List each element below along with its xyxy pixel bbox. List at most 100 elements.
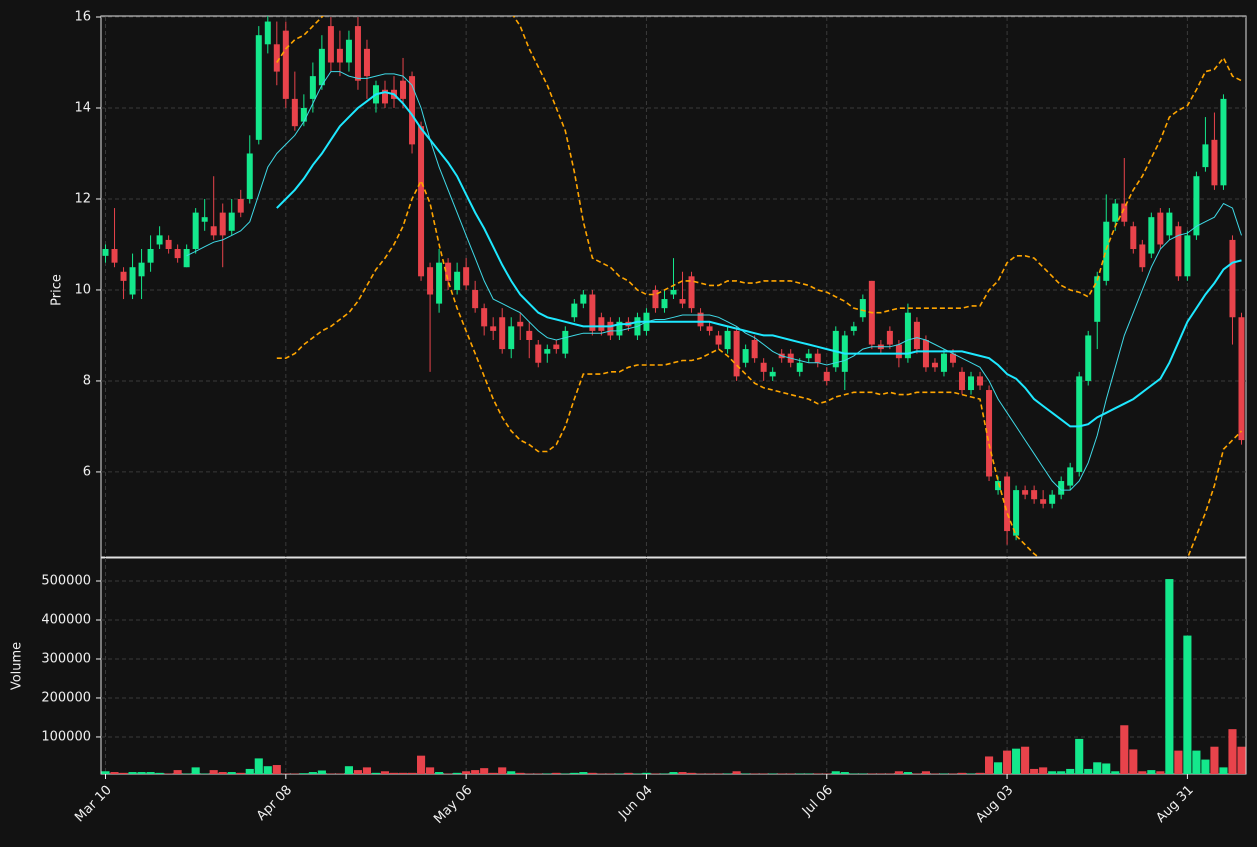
candle-body	[129, 267, 136, 295]
volume-bar	[308, 772, 317, 774]
volume-bar	[471, 770, 480, 774]
candle-body	[138, 262, 145, 277]
volume-bar	[353, 770, 363, 774]
y-axis-label: Price	[50, 274, 65, 306]
volume-bar	[245, 768, 254, 774]
volume-bar	[462, 771, 471, 774]
volume-bar	[984, 756, 994, 774]
candle-body	[931, 362, 938, 368]
volume-bar	[1183, 635, 1192, 774]
volume-bar	[407, 772, 417, 774]
moving-average-line	[186, 71, 1242, 491]
candle-body	[318, 48, 325, 86]
candle-body	[111, 249, 118, 263]
volume-bar	[1111, 771, 1120, 774]
volume-bar	[101, 771, 110, 774]
volume-bar	[579, 772, 588, 774]
volume-bar	[155, 772, 164, 774]
volume-bar	[426, 767, 435, 774]
candle-body	[1076, 376, 1083, 472]
volume-bar	[272, 765, 281, 774]
candle-body	[1202, 144, 1209, 168]
candle-body	[724, 330, 731, 350]
candle-body	[300, 107, 307, 122]
candle-body	[499, 317, 506, 350]
candle-body	[1121, 203, 1128, 222]
candle-body	[679, 299, 686, 304]
candle-body	[1220, 98, 1227, 186]
candle-body	[959, 371, 966, 391]
candle-body	[400, 80, 407, 99]
candle-body	[751, 339, 758, 359]
candle-body	[472, 289, 479, 309]
candle-body	[580, 294, 587, 304]
candle-body	[282, 30, 289, 99]
candle-body	[1175, 226, 1182, 277]
volume-bar	[894, 771, 903, 774]
volume-bar	[687, 772, 696, 774]
candle-body	[454, 271, 461, 290]
volume-bar	[344, 766, 353, 774]
candle-body	[913, 321, 920, 350]
candle-body	[354, 26, 361, 81]
volume-bar	[137, 772, 146, 774]
volume-bar	[317, 770, 326, 774]
candle-body	[760, 362, 767, 372]
y-tick-label: 100000	[41, 729, 91, 744]
volume-bar	[588, 772, 597, 774]
candle-body	[436, 262, 443, 304]
candle-body	[120, 271, 127, 281]
volume-bar	[146, 772, 155, 774]
band-line	[276, 178, 1243, 557]
volume-bar	[1093, 762, 1102, 774]
candle-body	[616, 321, 623, 336]
candle-body	[1067, 467, 1074, 486]
candle-body	[661, 299, 668, 309]
candle-body	[246, 153, 253, 199]
candle-body	[210, 226, 217, 236]
candle-body	[886, 330, 893, 345]
volume-bar	[227, 772, 236, 774]
candle-body	[255, 35, 262, 140]
candle-body	[445, 262, 452, 281]
volume-bar	[1165, 579, 1174, 774]
candle-body	[345, 39, 352, 63]
volume-bar	[516, 772, 525, 774]
y-tick-label: 12	[74, 191, 91, 206]
volume-bar	[1156, 771, 1165, 774]
volume-bar	[380, 771, 390, 774]
candle-body	[1238, 317, 1245, 441]
candle-body	[652, 289, 659, 309]
candle-body	[1085, 335, 1092, 381]
volume-bar	[1147, 770, 1156, 774]
candle-body	[102, 249, 109, 256]
volume-bar	[678, 772, 687, 774]
candle-body	[517, 321, 524, 327]
volume-bar	[435, 772, 444, 774]
candle-body	[589, 294, 596, 331]
volume-bar	[1057, 771, 1066, 774]
volume-bar	[489, 772, 498, 774]
candle-body	[174, 249, 181, 259]
volume-bar	[1129, 749, 1138, 774]
volume-bar	[254, 758, 263, 774]
volume-bar	[921, 771, 930, 774]
candle-body	[201, 217, 208, 222]
volume-bar	[570, 772, 579, 774]
candle-body	[814, 353, 821, 363]
volume-bar	[119, 772, 128, 774]
y-tick-label: 14	[74, 100, 91, 115]
candle-body	[995, 481, 1002, 491]
volume-bar	[975, 772, 985, 774]
volume-bar	[1219, 767, 1228, 774]
candle-body	[968, 376, 975, 391]
volume-bar	[480, 768, 489, 774]
price-marks	[102, 16, 1245, 557]
candle-body	[1013, 490, 1020, 536]
volume-bar	[1228, 729, 1237, 774]
y-tick-label: 300000	[41, 651, 91, 666]
candle-body	[1229, 239, 1236, 318]
candle-body	[381, 89, 388, 104]
volume-bar	[173, 770, 182, 774]
volume-bar	[1066, 768, 1075, 774]
